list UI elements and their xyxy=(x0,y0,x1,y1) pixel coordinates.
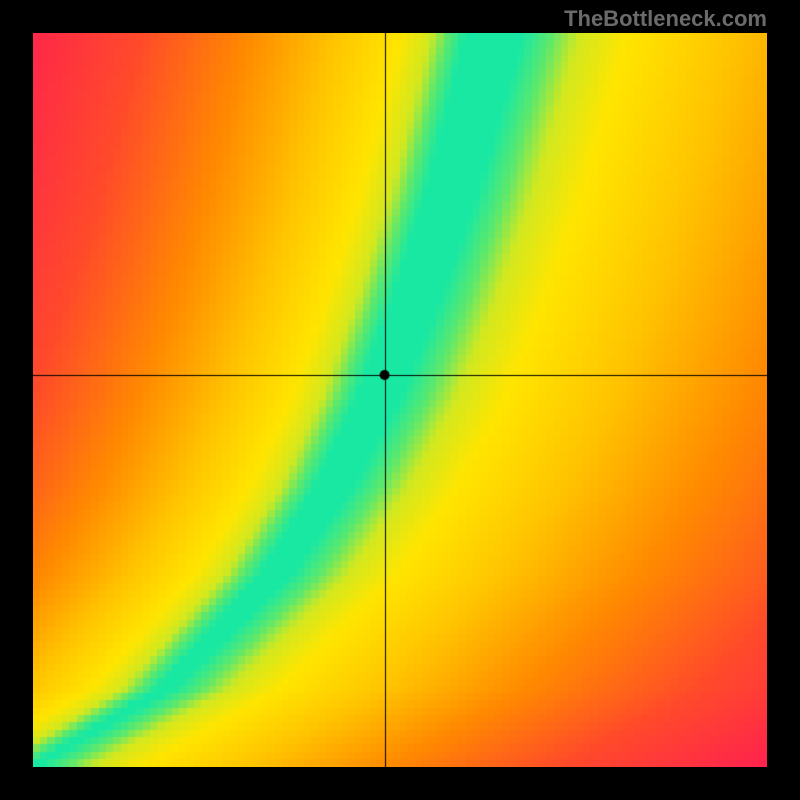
chart-container: TheBottleneck.com xyxy=(0,0,800,800)
heatmap-canvas xyxy=(33,33,767,767)
watermark-text: TheBottleneck.com xyxy=(564,6,767,32)
